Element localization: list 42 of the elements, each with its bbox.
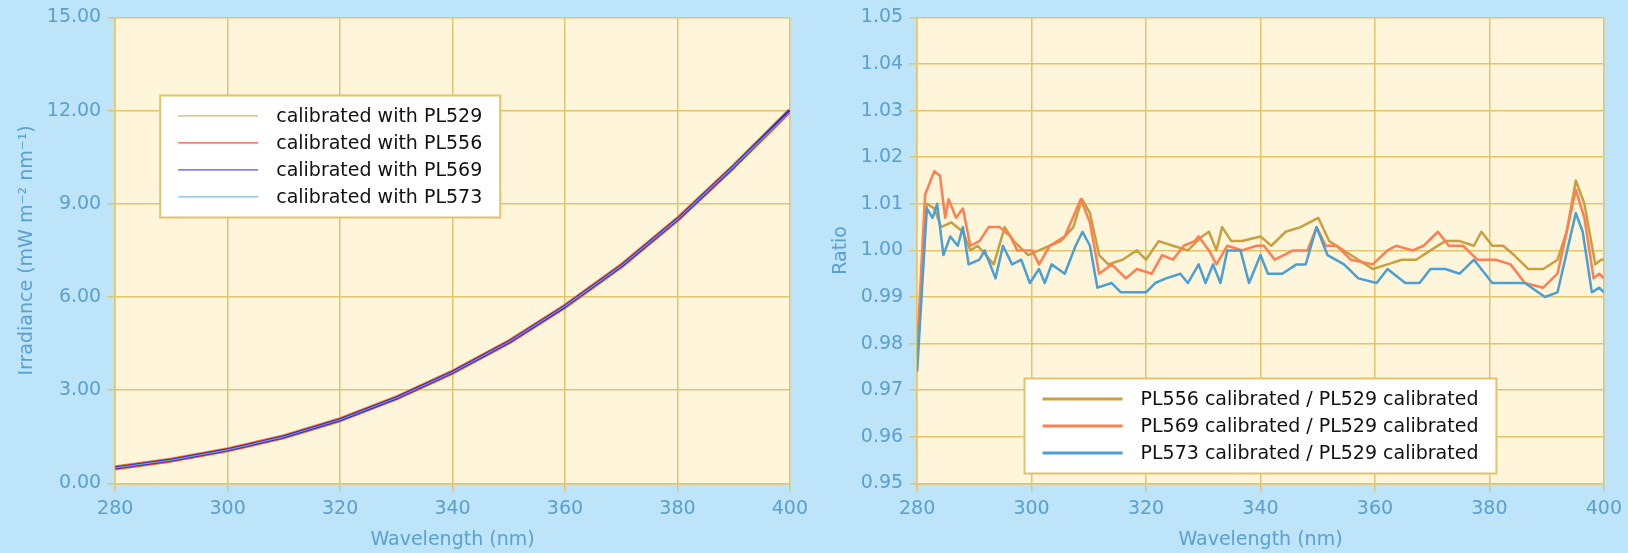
x-tick-label: 340: [1242, 495, 1279, 518]
x-axis-title: Wavelength (nm): [1178, 526, 1343, 549]
legend-label: calibrated with PL556: [276, 130, 483, 153]
y-tick-label: 1.05: [860, 4, 904, 27]
y-tick-label: 6.00: [58, 283, 102, 306]
y-tick-label: 12.00: [46, 97, 102, 120]
y-tick-label: 9.00: [58, 190, 102, 213]
legend-label: PL569 calibrated / PL529 calibrated: [1140, 413, 1479, 436]
x-tick-label: 380: [1471, 495, 1508, 518]
y-tick-label: 1.04: [860, 50, 904, 73]
x-tick-label: 320: [321, 495, 359, 518]
x-tick-label: 360: [1356, 495, 1394, 518]
x-tick-label: 400: [771, 495, 808, 518]
legend-label: calibrated with PL573: [276, 184, 483, 207]
y-tick-label: 0.00: [58, 470, 102, 493]
y-tick-label: 1.01: [860, 190, 904, 213]
y-tick-label: 15.00: [46, 4, 102, 27]
legend-label: PL556 calibrated / PL529 calibrated: [1140, 386, 1479, 409]
y-tick-label: 0.95: [860, 470, 904, 493]
x-tick-label: 400: [1585, 495, 1622, 518]
x-axis-title: Wavelength (nm): [370, 526, 535, 549]
y-tick-label: 3.00: [58, 377, 102, 400]
y-tick-label: 0.97: [860, 377, 904, 400]
legend-label: calibrated with PL529: [276, 103, 483, 126]
legend-label: calibrated with PL569: [276, 157, 483, 180]
y-axis-title: Ratio: [828, 226, 851, 275]
y-tick-label: 0.98: [860, 330, 904, 353]
y-tick-label: 1.02: [860, 144, 904, 167]
x-tick-label: 340: [434, 495, 471, 518]
x-tick-label: 320: [1127, 495, 1165, 518]
y-axis-title: Irradiance (mW m⁻² nm⁻¹): [14, 125, 37, 376]
x-tick-label: 280: [97, 495, 134, 518]
y-tick-label: 1.00: [860, 237, 904, 260]
x-tick-label: 280: [898, 495, 936, 518]
x-tick-label: 360: [546, 495, 584, 518]
y-tick-label: 0.96: [860, 423, 904, 446]
x-tick-label: 380: [659, 495, 696, 518]
legend-label: PL573 calibrated / PL529 calibrated: [1140, 440, 1479, 463]
y-tick-label: 1.03: [860, 97, 904, 120]
y-tick-label: 0.99: [860, 283, 904, 306]
x-tick-label: 300: [209, 495, 246, 518]
x-tick-label: 300: [1013, 495, 1050, 518]
